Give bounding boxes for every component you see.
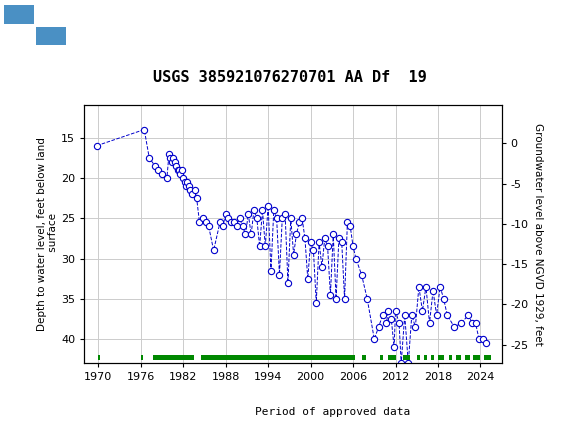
Bar [417, 355, 420, 360]
Text: Period of approved data: Period of approved data [255, 406, 411, 417]
Bar [201, 355, 355, 360]
FancyBboxPatch shape [36, 27, 66, 46]
Bar [154, 355, 194, 360]
Bar [98, 355, 100, 360]
FancyBboxPatch shape [4, 5, 34, 24]
Y-axis label: Depth to water level, feet below land
 surface: Depth to water level, feet below land su… [37, 138, 58, 331]
Text: USGS: USGS [78, 16, 133, 34]
Bar [424, 355, 427, 360]
Text: USGS 385921076270701 AA Df  19: USGS 385921076270701 AA Df 19 [153, 70, 427, 85]
Y-axis label: Groundwater level above NGVD 1929, feet: Groundwater level above NGVD 1929, feet [533, 123, 543, 346]
Bar [389, 355, 396, 360]
Bar [438, 355, 444, 360]
Bar [380, 355, 383, 360]
Bar [431, 355, 434, 360]
Bar [141, 355, 143, 360]
Bar [448, 355, 452, 360]
Bar [484, 355, 491, 360]
Bar [473, 355, 480, 360]
Bar [403, 355, 409, 360]
Bar [361, 355, 366, 360]
Bar [456, 355, 461, 360]
FancyBboxPatch shape [3, 4, 67, 46]
Bar [465, 355, 470, 360]
